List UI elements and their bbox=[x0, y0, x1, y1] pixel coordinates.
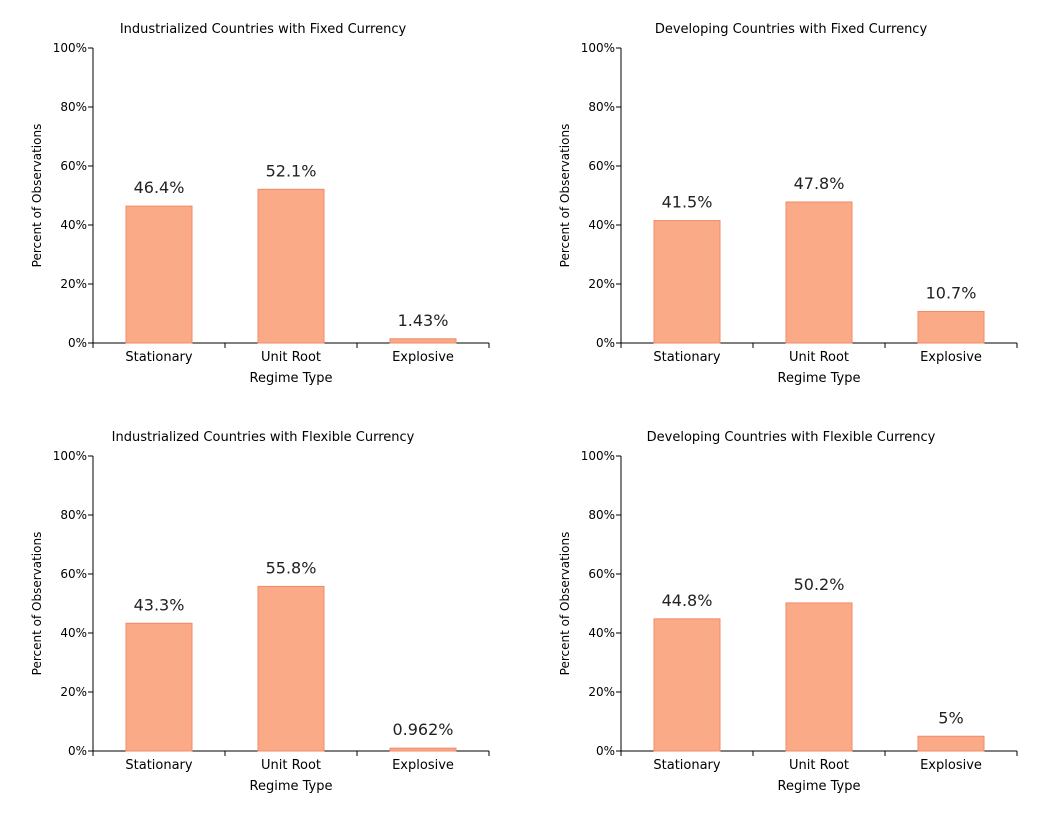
data-label: 47.8% bbox=[794, 174, 845, 193]
bar bbox=[257, 585, 325, 752]
data-label: 44.8% bbox=[662, 591, 713, 610]
bar bbox=[257, 188, 325, 344]
chart-title: Developing Countries with Flexible Curre… bbox=[647, 430, 936, 445]
y-tick-label: 100% bbox=[581, 41, 615, 55]
y-tick-label: 40% bbox=[60, 218, 87, 232]
y-tick-label: 60% bbox=[588, 567, 615, 581]
data-label: 5% bbox=[938, 708, 963, 727]
x-tick-label: Unit Root bbox=[261, 350, 321, 365]
data-label: 10.7% bbox=[926, 283, 977, 302]
y-tick-label: 80% bbox=[588, 508, 615, 522]
data-label: 50.2% bbox=[794, 575, 845, 594]
bar bbox=[389, 747, 457, 752]
y-tick-label: 60% bbox=[60, 567, 87, 581]
x-tick-label: Stationary bbox=[125, 350, 193, 365]
data-label: 41.5% bbox=[662, 193, 713, 212]
y-tick-label: 60% bbox=[60, 159, 87, 173]
bar bbox=[917, 310, 985, 344]
y-axis-label: Percent of Observations bbox=[30, 532, 44, 676]
x-axis-label: Regime Type bbox=[250, 371, 333, 386]
x-tick-label: Unit Root bbox=[261, 758, 321, 773]
y-tick-label: 100% bbox=[53, 449, 87, 463]
bar bbox=[653, 618, 721, 752]
y-tick-label: 0% bbox=[68, 336, 87, 350]
bar bbox=[125, 205, 193, 344]
x-tick-label: Unit Root bbox=[789, 758, 849, 773]
y-tick-label: 80% bbox=[588, 100, 615, 114]
data-label: 52.1% bbox=[266, 161, 317, 180]
bar-chart-3: Industrialized Countries with Flexible C… bbox=[30, 430, 490, 794]
y-tick-label: 20% bbox=[60, 277, 87, 291]
x-tick-label: Explosive bbox=[392, 758, 454, 773]
y-tick-label: 80% bbox=[60, 100, 87, 114]
data-label: 43.3% bbox=[134, 595, 185, 614]
data-label: 1.43% bbox=[398, 311, 449, 330]
x-axis-label: Regime Type bbox=[250, 779, 333, 794]
bar bbox=[785, 602, 853, 752]
y-tick-label: 20% bbox=[588, 685, 615, 699]
y-axis-label: Percent of Observations bbox=[30, 124, 44, 268]
x-tick-label: Explosive bbox=[920, 758, 982, 773]
bar bbox=[125, 622, 193, 752]
y-tick-label: 40% bbox=[60, 626, 87, 640]
x-tick-label: Unit Root bbox=[789, 350, 849, 365]
y-tick-label: 0% bbox=[596, 336, 615, 350]
y-tick-label: 0% bbox=[596, 744, 615, 758]
bar bbox=[653, 220, 721, 344]
y-tick-label: 0% bbox=[68, 744, 87, 758]
x-tick-label: Stationary bbox=[653, 350, 721, 365]
y-tick-label: 40% bbox=[588, 626, 615, 640]
chart-title: Industrialized Countries with Fixed Curr… bbox=[120, 22, 407, 37]
y-tick-label: 60% bbox=[588, 159, 615, 173]
x-tick-label: Stationary bbox=[653, 758, 721, 773]
chart-title: Developing Countries with Fixed Currency bbox=[655, 22, 928, 37]
data-label: 0.962% bbox=[392, 720, 453, 739]
bar-chart-2: Developing Countries with Fixed Currency… bbox=[558, 22, 1018, 386]
data-label: 55.8% bbox=[266, 558, 317, 577]
y-tick-label: 80% bbox=[60, 508, 87, 522]
bar bbox=[785, 201, 853, 344]
bar bbox=[917, 735, 985, 752]
x-axis-label: Regime Type bbox=[778, 371, 861, 386]
bar bbox=[389, 338, 457, 344]
bar-chart-4: Developing Countries with Flexible Curre… bbox=[558, 430, 1018, 794]
data-label: 46.4% bbox=[134, 178, 185, 197]
x-tick-label: Explosive bbox=[392, 350, 454, 365]
chart-title: Industrialized Countries with Flexible C… bbox=[112, 430, 415, 445]
bar-chart-1: Industrialized Countries with Fixed Curr… bbox=[30, 22, 490, 386]
y-tick-label: 40% bbox=[588, 218, 615, 232]
y-tick-label: 100% bbox=[53, 41, 87, 55]
y-axis-label: Percent of Observations bbox=[558, 124, 572, 268]
y-tick-label: 20% bbox=[588, 277, 615, 291]
y-axis-label: Percent of Observations bbox=[558, 532, 572, 676]
x-axis-label: Regime Type bbox=[778, 779, 861, 794]
y-tick-label: 20% bbox=[60, 685, 87, 699]
x-tick-label: Stationary bbox=[125, 758, 193, 773]
x-tick-label: Explosive bbox=[920, 350, 982, 365]
y-tick-label: 100% bbox=[581, 449, 615, 463]
